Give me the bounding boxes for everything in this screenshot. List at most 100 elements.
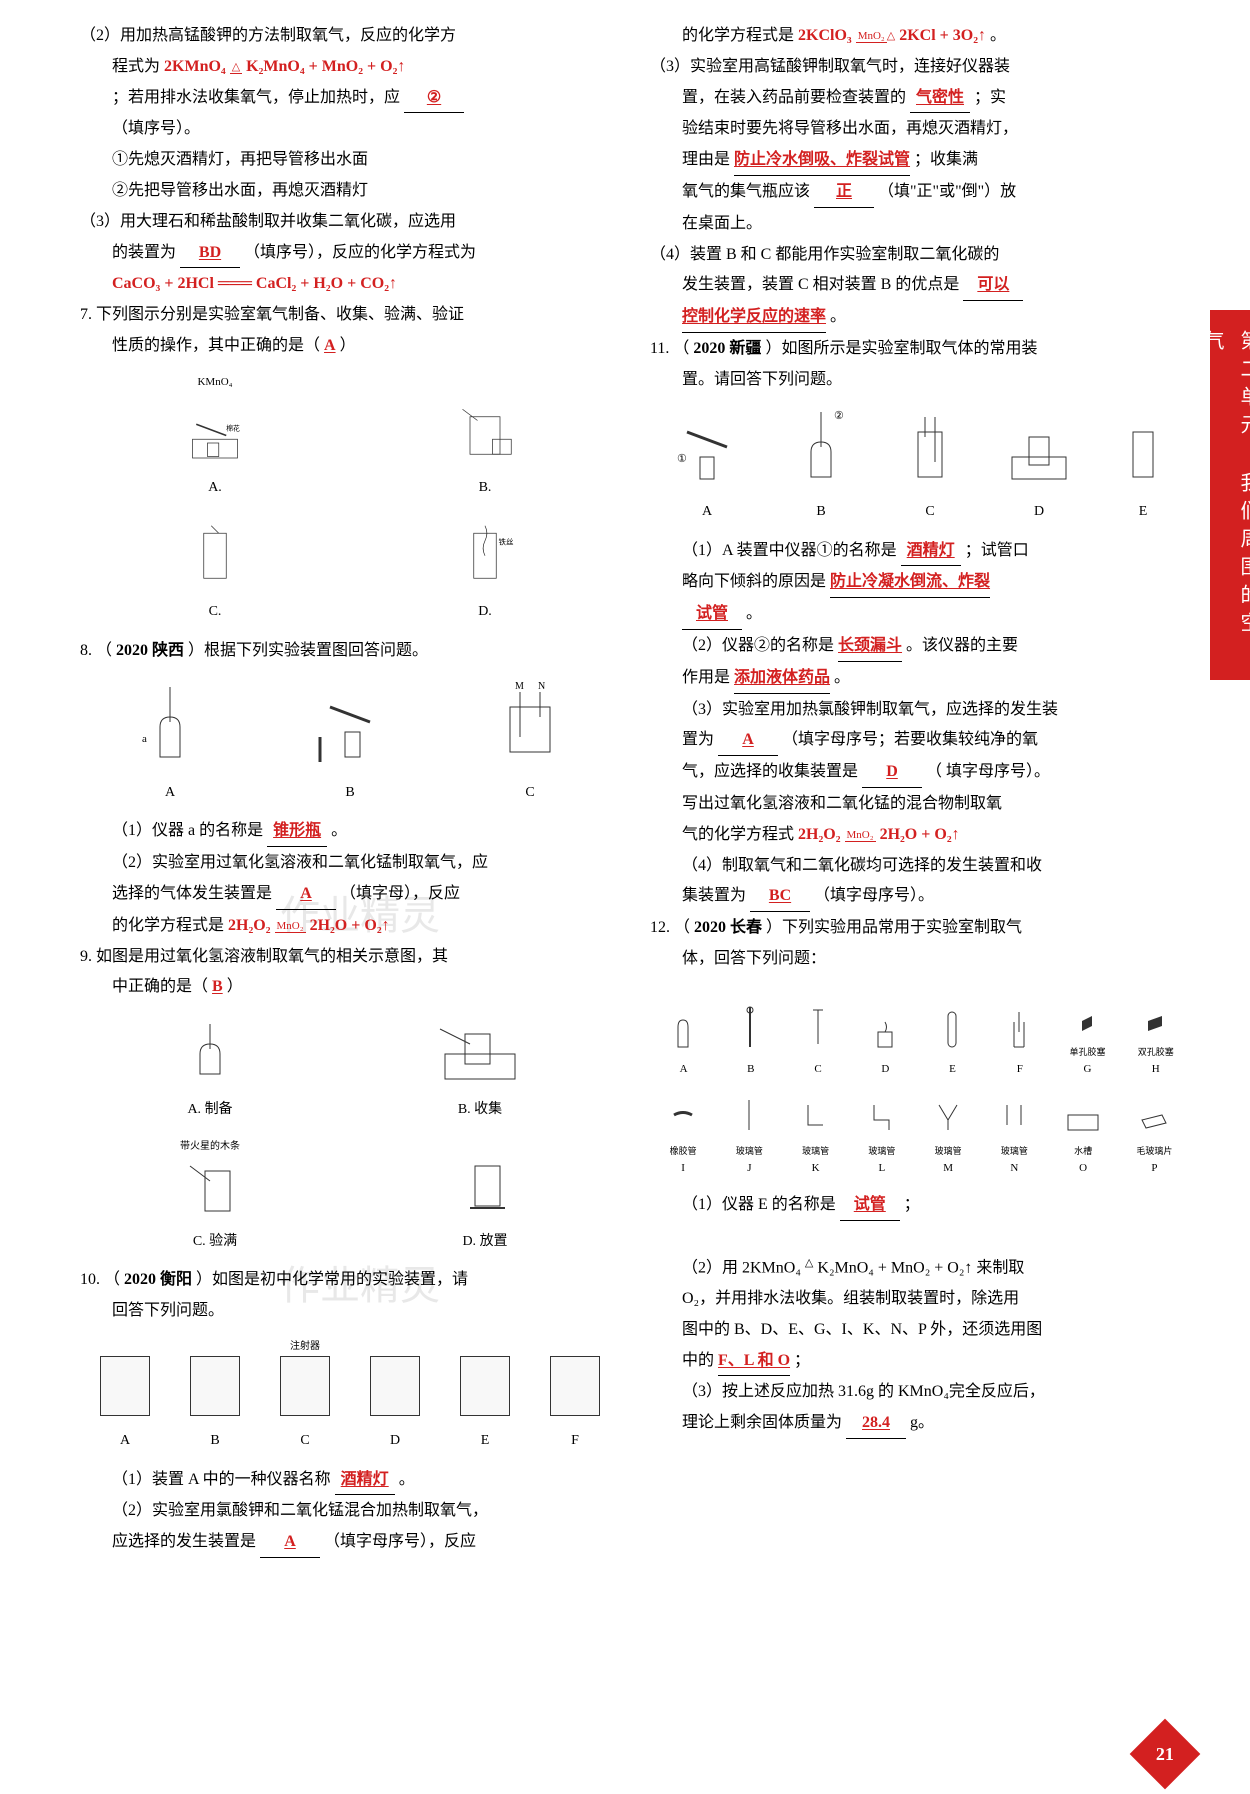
q2-line4: （填序号）。 [80,115,620,144]
q3r-l6: 在桌面上。 [650,210,1190,239]
apparatus-a-svg: 棉花 [185,393,245,463]
apparatus-b-svg [455,393,515,463]
page-number: 21 [1156,1738,1174,1770]
q10-line1: 10. （ 2020 衡阳 ）如图是初中化学常用的实验装置，请 [80,1266,620,1295]
q12-sub2-l4: 中的 F、L 和 O ； [650,1347,1190,1377]
q10-b: B [190,1356,240,1454]
apparatus-d-svg: 铁丝 [455,517,515,587]
q11-sub1-l3: 试管 。 [650,600,1190,630]
q3r-l4: 理由是 防止冷水倒吸、炸裂试管 ；收集满 [650,146,1190,176]
q3r-l1: （3）实验室用高锰酸钾制取氧气时，连接好仪器装 [650,53,1190,82]
q11-d: D [1004,407,1074,525]
q10-sub2-l2: 应选择的发生装置是 A （填字母序号），反应 [80,1528,620,1558]
q12-sub1: （1）仪器 E 的名称是 试管 ； [650,1191,1190,1221]
q10-a: A [100,1356,150,1454]
q12-sub3-l2: 理论上剩余固体质量为 28.4 g。 [650,1409,1190,1439]
q10-c: 注射器 C [280,1338,330,1454]
q2-opt1: ①先熄灭酒精灯，再把导管移出水面 [80,146,620,175]
apparatus-c-svg [185,517,245,587]
q12-sub3-l1: （3）按上述反应加热 31.6g 的 KMnO₄完全反应后， [650,1378,1190,1407]
q11-e: E [1118,407,1168,525]
q7-apparatus-b: B. [455,393,515,501]
q12-diagram-bot: 橡胶管I 玻璃管J 玻璃管K 玻璃管L 玻璃管M 玻璃管N 水槽O 毛玻璃片P [650,1091,1190,1183]
q9-a: A. 制备 [175,1014,245,1122]
q12-sub2-l1: （2）用 2KMnO₄ △ K₂MnO₄ + MnO₂ + O₂↑ 来制取 [650,1254,1190,1283]
q11-sub2-l2: 作用是 添加液体药品 。 [650,664,1190,694]
q2-line1: （2）用加热高锰酸钾的方法制取氧气，反应的化学方 [80,22,620,51]
q11-sub1-l1: （1）A 装置中仪器①的名称是 酒精灯 ；试管口 [650,537,1190,567]
q11-sub4-l1: （4）制取氧气和二氧化碳均可选择的发生装置和收 [650,852,1190,881]
q12-sub2-l2: O₂，并用排水法收集。组装制取装置时，除选用 [650,1285,1190,1314]
q11-c: C [900,407,960,525]
q3-line1: （3）用大理石和稀盐酸制取并收集二氧化碳，应选用 [80,208,620,237]
q3-eq: CaCO₃ + 2HCl ═══ CaCl₂ + H₂O + CO₂↑ [80,270,620,299]
q11-sub2-l1: （2）仪器②的名称是 长颈漏斗 。该仪器的主要 [650,632,1190,662]
q11-sub3-l5: 气的化学方程式 2H₂O₂ MnO₂ 2H₂O + O₂↑ [650,821,1190,850]
q7-apparatus-c: C. [185,517,245,625]
q11-l1: 11. （ 2020 新疆 ）如图所示是实验室制取气体的常用装 [650,335,1190,364]
q4r-l3: 控制化学反应的速率 。 [650,303,1190,333]
svg-text:M: M [515,681,524,692]
q10-diagram: A B 注射器 C D E F [80,1334,620,1458]
q8-line1: 8. （ 2020 陕西 ）根据下列实验装置图回答问题。 [80,637,620,666]
q7-diagram-row1: KMnO₄ 棉花 A. B. [80,369,620,505]
q11-sub3-l3: 气，应选择的收集装置是 D （ 填字母序号）。 [650,758,1190,788]
q12-sub2-l3: 图中的 B、D、E、G、I、K、N、P 外，还须选用图 [650,1316,1190,1345]
q7-line2: 性质的操作，其中正确的是（ A ） [80,332,620,361]
q10-sub2-l1: （2）实验室用氯酸钾和二氧化锰混合加热制取氧气， [80,1497,620,1526]
q2-opt2: ②先把导管移出水面，再熄灭酒精灯 [80,177,620,206]
q8-sub2-l1: （2）实验室用过氧化氢溶液和二氧化锰制取氧气，应 [80,849,620,878]
q10-f: F [550,1356,600,1454]
q8-app-a: a A [130,677,210,805]
q7-apparatus-d: 铁丝 D. [455,517,515,625]
right-column: 的化学方程式是 2KClO₃ MnO₂△ 2KCl + 3O₂↑ 。 （3）实验… [650,20,1190,1560]
q9-diagram-row2: 带火星的木条 C. 验满 D. 放置 [80,1134,620,1258]
q9-line2: 中正确的是（ B ） [80,973,620,1002]
q4r-l2: 发生装置，装置 C 相对装置 B 的优点是 可以 [650,271,1190,301]
q10-e: E [460,1356,510,1454]
q3-line2: 的装置为 BD （填序号），反应的化学方程式为 [80,239,620,269]
q12-l1: 12. （ 2020 长春 ）下列实验用品常用于实验室制取气 [650,914,1190,943]
q9-b: B. 收集 [435,1014,525,1122]
side-tab: 第二单元 我们周围的空气 [1210,310,1250,680]
q7-line1: 7. 下列图示分别是实验室氧气制备、收集、验满、验证 [80,301,620,330]
q10-sub1: （1）装置 A 中的一种仪器名称 酒精灯 。 [80,1466,620,1496]
svg-text:①: ① [677,453,687,465]
q11-sub3-l1: （3）实验室用加热氯酸钾制取氧气，应选择的发生装 [650,696,1190,725]
q8-sub2-l3: 的化学方程式是 2H₂O₂ MnO₂ 2H₂O + O₂↑ [80,912,620,941]
q10-d: D [370,1356,420,1454]
side-tab-text: 第二单元 我们周围的空气 [1194,330,1250,660]
q4r-l1: （4）装置 B 和 C 都能用作实验室制取二氧化碳的 [650,241,1190,270]
q8-diagram: a A B M N C [80,673,620,809]
q11-b: ② B [786,407,856,525]
q7-diagram-row2: C. 铁丝 D. [80,513,620,629]
q2-line3: ；若用排水法收集氧气，停止加热时，应 ② [80,84,620,114]
q12-l2: 体，回答下列问题： [650,945,1190,974]
q9-diagram-row1: A. 制备 B. 收集 [80,1010,620,1126]
q9-d: D. 放置 [450,1156,520,1254]
q12-diagram-top: A B C D E F 单孔胶塞G 双孔胶塞H [650,982,1190,1084]
svg-text:铁丝: 铁丝 [499,536,514,546]
q11-diagram: ① A ② B C [650,403,1190,529]
page-container: （2）用加热高锰酸钾的方法制取氧气，反应的化学方 程式为 2KMnO₄ △ K₂… [80,20,1190,1560]
q8-sub1: （1）仪器 a 的名称是 锥形瓶 。 [80,817,620,847]
q9-c: 带火星的木条 C. 验满 [180,1138,250,1254]
q8-sub2-l2: 选择的气体发生装置是 A （填字母），反应 [80,880,620,910]
q8-app-c: M N C [490,677,570,805]
cont-line: 的化学方程式是 2KClO₃ MnO₂△ 2KCl + 3O₂↑ 。 [650,22,1190,51]
q11-sub3-l2: 置为 A （填字母序号；若要收集较纯净的氧 [650,726,1190,756]
q3r-l5: 氧气的集气瓶应该 正 （填"正"或"倒"）放 [650,178,1190,208]
q11-sub4-l2: 集装置为 BC （填字母序号）。 [650,882,1190,912]
q3r-l2: 置，在装入药品前要检查装置的 气密性 ；实 [650,84,1190,114]
svg-text:N: N [538,681,545,692]
q8-app-b: B [310,677,390,805]
q3r-l3: 验结束时要先将导管移出水面，再熄灭酒精灯， [650,115,1190,144]
q11-l2: 置。请回答下列问题。 [650,366,1190,395]
q10-line2: 回答下列问题。 [80,1297,620,1326]
q9-line1: 9. 如图是用过氧化氢溶液制取氧气的相关示意图，其 [80,943,620,972]
left-column: （2）用加热高锰酸钾的方法制取氧气，反应的化学方 程式为 2KMnO₄ △ K₂… [80,20,620,1560]
page-number-badge: 21 [1130,1719,1201,1790]
svg-text:a: a [142,733,147,745]
q11-a: ① A [672,407,742,525]
svg-text:②: ② [834,410,844,422]
